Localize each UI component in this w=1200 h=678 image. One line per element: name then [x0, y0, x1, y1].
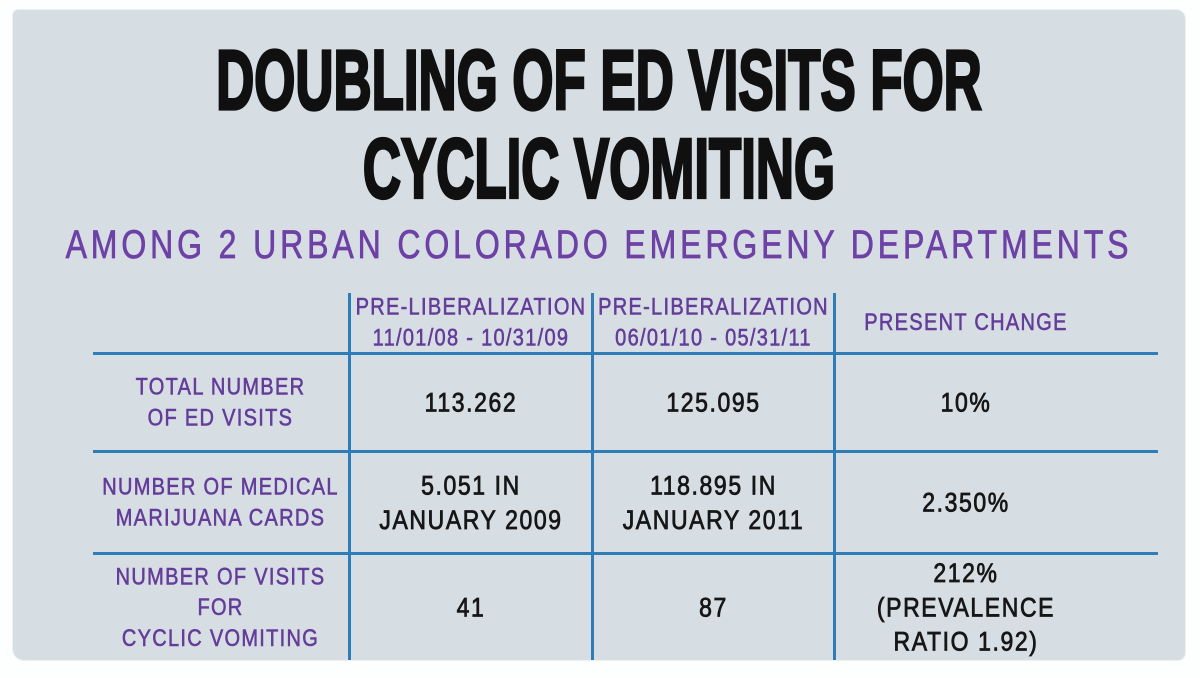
row1-period2-value: 125.095 [666, 386, 761, 418]
row2-period1-value: 5.051 IN JANUARY 2009 [379, 469, 563, 535]
title-line-2: CYCLIC VOMITING [362, 120, 836, 216]
table-cell: 41 [348, 555, 591, 660]
table-cell: 10% [833, 355, 1158, 453]
table-row-label: NUMBER OF MEDICAL MARIJUANA CARDS [93, 453, 348, 555]
header-cell-empty [93, 293, 348, 355]
table-cell: 5.051 IN JANUARY 2009 [348, 453, 591, 555]
table-row-label: TOTAL NUMBER OF ED VISITS [93, 355, 348, 453]
header-change-label: PRESENT CHANGE [864, 309, 1068, 336]
title-line-1: DOUBLING OF ED VISITS FOR [215, 32, 983, 127]
header-cell-period1: PRE-LIBERALIZATION 11/01/08 - 10/31/09 [348, 293, 591, 355]
row1-period1-value: 113.262 [424, 386, 518, 418]
header-cell-period2: PRE-LIBERALIZATION 06/01/10 - 05/31/11 [591, 293, 833, 355]
table-row-label: NUMBER OF VISITS FOR CYCLIC VOMITING [93, 555, 348, 660]
row3-period2-value: 87 [699, 591, 728, 623]
table-cell: 113.262 [348, 355, 591, 453]
row3-period1-value: 41 [456, 591, 486, 623]
table-cell: 125.095 [591, 355, 833, 453]
row3-label: NUMBER OF VISITS FOR CYCLIC VOMITING [115, 563, 326, 652]
page-subtitle: AMONG 2 URBAN COLORADO EMERGENY DEPARTME… [65, 222, 1133, 267]
table-cell: 212% (PREVALENCE RATIO 1.92) [833, 555, 1158, 660]
data-table: PRE-LIBERALIZATION 11/01/08 - 10/31/09 P… [93, 293, 1158, 660]
row2-change-value: 2.350% [922, 486, 1010, 518]
row1-change-value: 10% [940, 386, 992, 418]
row2-label: NUMBER OF MEDICAL MARIJUANA CARDS [102, 474, 339, 531]
table-cell: 87 [591, 555, 833, 660]
page-title: DOUBLING OF ED VISITS FOR CYCLIC VOMITIN… [130, 34, 1068, 216]
row2-period2-value: 118.895 IN JANUARY 2011 [622, 469, 805, 535]
row1-label: TOTAL NUMBER OF ED VISITS [135, 374, 306, 431]
table-cell: 118.895 IN JANUARY 2011 [591, 453, 833, 555]
table-cell: 2.350% [833, 453, 1158, 555]
header-cell-change: PRESENT CHANGE [833, 293, 1158, 355]
infographic-panel: DOUBLING OF ED VISITS FOR CYCLIC VOMITIN… [13, 10, 1185, 660]
header-period2-label: PRE-LIBERALIZATION 06/01/10 - 05/31/11 [598, 294, 829, 351]
header-period1-label: PRE-LIBERALIZATION 11/01/08 - 10/31/09 [355, 294, 587, 351]
row3-change-value: 212% (PREVALENCE RATIO 1.92) [876, 557, 1056, 657]
